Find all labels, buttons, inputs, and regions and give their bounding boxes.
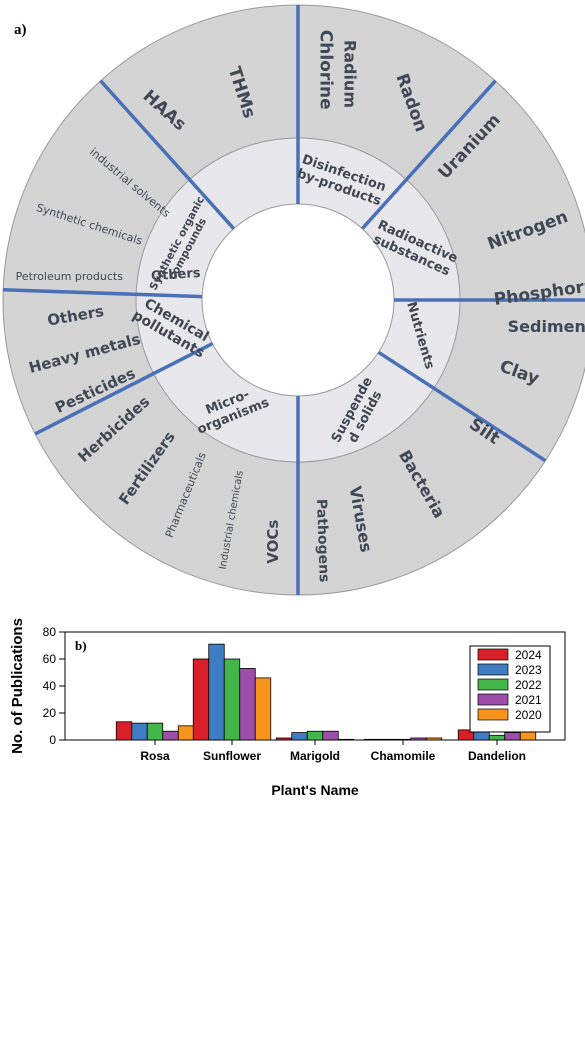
contaminant-wheel: a) Disinfectionby-productsRadioactivesub… xyxy=(2,4,585,596)
wheel-dividers xyxy=(3,5,585,595)
category-others: Others xyxy=(151,266,202,284)
publication-bar-chart: b) 0 20 40 60 80 Rosa Sunflower Marigold Chamom… xyxy=(9,618,566,798)
bar-marigold-2022 xyxy=(306,730,324,741)
legend-swatch-2023 xyxy=(477,663,509,676)
bar-chamomile-2024 xyxy=(363,738,381,741)
bar-sunflower-2022 xyxy=(223,658,241,741)
x-tick-label-dandelion: Dandelion xyxy=(468,749,526,763)
bar-marigold-2023 xyxy=(291,732,308,741)
bar-sunflower-2021 xyxy=(239,668,256,741)
item-chlorine: Chlorine xyxy=(315,30,335,110)
bar-chamomile-2022 xyxy=(394,738,412,741)
item-sediment: Sediment xyxy=(508,317,585,336)
item-pathogens: Pathogens xyxy=(313,499,332,583)
bar-dandelion-2021 xyxy=(504,732,521,741)
wheel-divider xyxy=(377,350,547,463)
bar-rosa-2020 xyxy=(177,725,195,741)
bar-chamomile-2020 xyxy=(425,737,443,741)
legend-swatch-2022 xyxy=(477,678,509,691)
y-axis-title: No. of Publications xyxy=(9,618,26,754)
wheel-divider xyxy=(34,342,214,436)
legend-label-2020: 2020 xyxy=(515,708,542,722)
x-tick-label-rosa: Rosa xyxy=(140,749,170,763)
bar-chamomile-2023 xyxy=(379,738,396,741)
panel-a-label: a) xyxy=(14,22,27,38)
legend-label-2024: 2024 xyxy=(515,648,542,662)
bar-rosa-2022 xyxy=(146,722,164,741)
y-tick-label: 0 xyxy=(49,733,56,747)
y-tick-label: 40 xyxy=(43,679,57,693)
bar-rosa-2023 xyxy=(131,722,148,741)
category-line: Others xyxy=(151,266,202,284)
y-tick-label: 20 xyxy=(43,706,57,720)
bar-sunflower-2023 xyxy=(208,643,225,741)
x-tick-label-sunflower: Sunflower xyxy=(203,749,261,763)
x-tick-label-marigold: Marigold xyxy=(290,749,340,763)
bar-chamomile-2021 xyxy=(410,737,427,741)
bar-marigold-2024 xyxy=(275,737,293,741)
legend-swatch-2021 xyxy=(477,693,509,706)
bar-rosa-2021 xyxy=(162,730,179,741)
bar-marigold-2021 xyxy=(322,730,339,741)
x-tick-label-chamomile: Chamomile xyxy=(371,749,436,763)
item-radium: Radium xyxy=(341,40,360,108)
y-axis-ticks: 0 20 40 60 80 xyxy=(43,625,65,747)
y-tick-label: 80 xyxy=(43,625,57,639)
bar-sunflower-2020 xyxy=(254,677,272,741)
bar-sunflower-2024 xyxy=(192,658,210,741)
legend-label-2022: 2022 xyxy=(515,678,542,692)
x-axis-ticks: Rosa Sunflower Marigold Chamomile Dandelion xyxy=(140,740,526,763)
item-petroleum-products: Petroleum products xyxy=(16,270,124,283)
legend-swatch-2024 xyxy=(477,648,509,661)
bar-rosa-2024 xyxy=(115,721,133,741)
wheel-divider xyxy=(99,79,236,230)
item-vocs: VOCs xyxy=(264,520,282,564)
panel-b-label: b) xyxy=(75,638,87,653)
center-hole xyxy=(201,203,395,397)
legend-label-2023: 2023 xyxy=(515,663,542,677)
bar-marigold-2020 xyxy=(337,738,355,741)
x-axis-title: Plant's Name xyxy=(271,782,359,798)
wheel-divider xyxy=(3,287,203,299)
bar-dandelion-2022 xyxy=(488,734,506,741)
wheel-divider xyxy=(360,79,497,230)
legend-swatch-2020 xyxy=(477,708,509,721)
y-tick-label: 60 xyxy=(43,652,57,666)
legend-label-2021: 2021 xyxy=(515,693,542,707)
